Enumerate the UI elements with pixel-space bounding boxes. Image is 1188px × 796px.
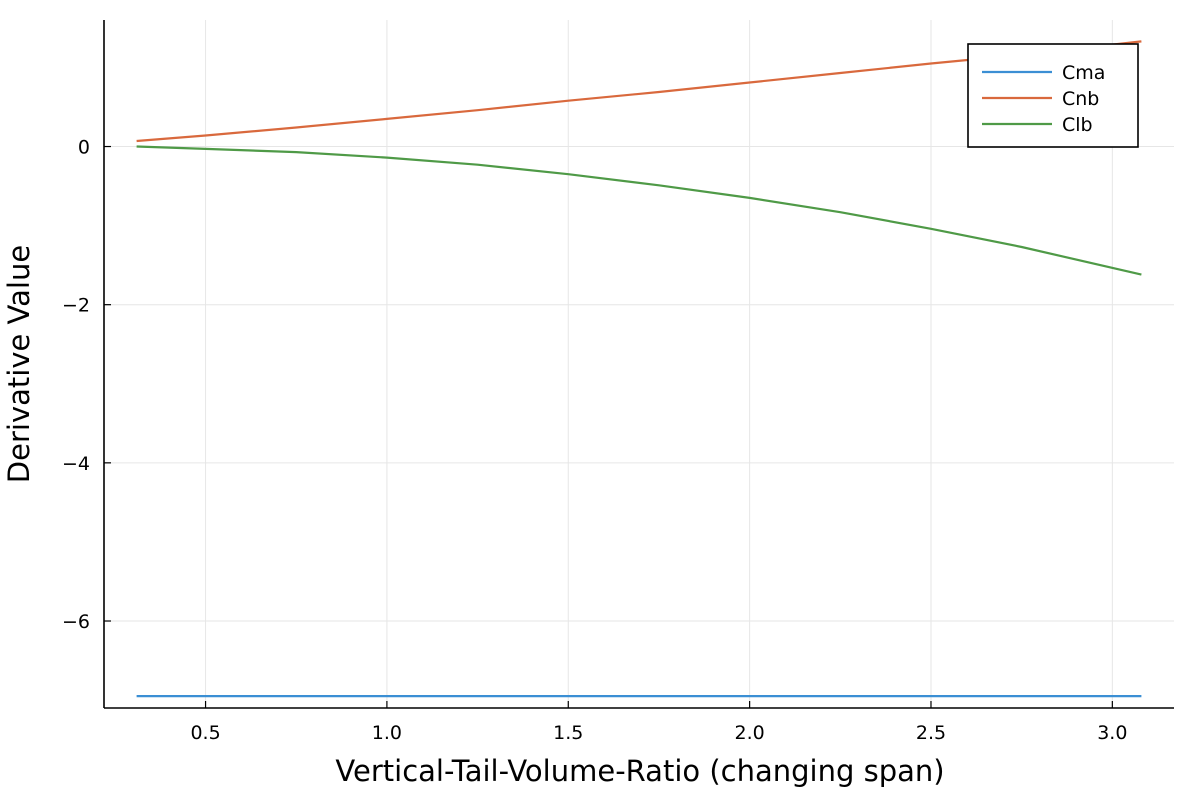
x-axis-label: Vertical-Tail-Volume-Ratio (changing spa…	[335, 754, 944, 788]
y-tick-label: 0	[78, 137, 90, 159]
x-tick-label: 0.5	[190, 722, 220, 744]
legend: Cma Cnb Clb	[967, 43, 1139, 148]
legend-box	[967, 43, 1139, 148]
legend-label-cma: Cma	[1062, 62, 1105, 84]
x-tick-label: 3.0	[1097, 722, 1127, 744]
x-tick-labels: 0.5 1.0 1.5 2.0 2.5 3.0	[190, 701, 1127, 744]
legend-label-cnb: Cnb	[1062, 88, 1099, 110]
legend-label-clb: Clb	[1062, 114, 1093, 136]
series-line-cnb	[136, 40, 1142, 143]
series-line-clb	[136, 145, 1142, 276]
series-group	[136, 40, 1142, 698]
y-tick-labels: 0 −2 −4 −6	[62, 137, 111, 633]
x-tick-label: 1.0	[372, 722, 402, 744]
y-tick-label: −6	[62, 611, 90, 633]
y-tick-label: −2	[62, 295, 90, 317]
y-axis-label: Derivative Value	[2, 245, 36, 483]
x-tick-label: 2.0	[735, 722, 765, 744]
x-tick-label: 2.5	[916, 722, 946, 744]
axes	[103, 20, 1174, 709]
y-tick-label: −4	[62, 453, 90, 475]
x-tick-label: 1.5	[553, 722, 583, 744]
